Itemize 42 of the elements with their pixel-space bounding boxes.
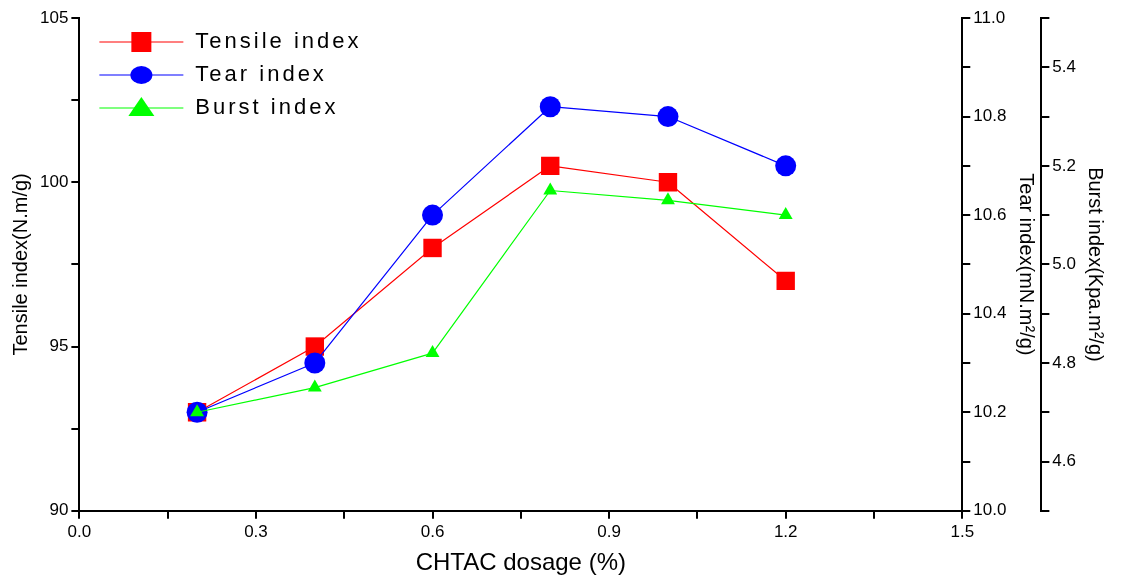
- y2-tick-label: 10.8: [973, 106, 1007, 126]
- y-tick-label: 95: [49, 336, 69, 356]
- x-tick-label: 1.5: [950, 521, 975, 541]
- point: [539, 96, 561, 118]
- y3-tick-label: 5.2: [1052, 155, 1077, 175]
- point: [661, 192, 675, 205]
- legend-label: Tensile index: [195, 28, 362, 54]
- x-tick-label: 0.9: [597, 521, 621, 541]
- x-axis-title: CHTAC dosage (%): [415, 548, 626, 576]
- y-axis-title: Tensile index(N.m/g): [8, 173, 31, 356]
- x-tick-label: 0.3: [244, 521, 268, 541]
- y-tick-label: 105: [39, 7, 69, 27]
- point: [775, 155, 797, 177]
- point: [657, 106, 679, 128]
- y3-tick-label: 4.6: [1052, 451, 1077, 471]
- point: [307, 379, 322, 392]
- point: [776, 271, 795, 291]
- point: [422, 204, 444, 226]
- y3-tick-label: 4.8: [1052, 352, 1077, 372]
- y3-tick-label: 5.4: [1052, 56, 1077, 76]
- y2-tick-label: 11.0: [973, 7, 1006, 27]
- y2-axis-title: Tear index(mN.m²/g): [1015, 173, 1038, 356]
- legend-label: Tear index: [195, 61, 327, 87]
- legend-label: Burst index: [195, 94, 339, 120]
- point: [778, 207, 793, 220]
- y-tick-label: 90: [49, 500, 69, 520]
- y2-tick-label: 10.4: [973, 303, 1007, 323]
- y3-tick-label: 5.0: [1052, 254, 1077, 274]
- y2-tick-label: 10.0: [973, 500, 1007, 520]
- point: [304, 352, 326, 374]
- point: [425, 345, 440, 358]
- y-tick-label: 100: [39, 171, 69, 191]
- y2-tick-label: 10.6: [973, 204, 1007, 224]
- x-tick-label: 0.6: [420, 521, 445, 541]
- x-tick-label: 1.2: [773, 521, 798, 541]
- point: [543, 182, 558, 195]
- point: [541, 156, 560, 176]
- point: [423, 238, 442, 258]
- point: [658, 173, 678, 192]
- y2-tick-label: 10.2: [973, 401, 1007, 421]
- y3-axis-title: Burst index(Kpa.m²/g): [1085, 167, 1108, 362]
- x-tick-label: 0.0: [67, 521, 92, 541]
